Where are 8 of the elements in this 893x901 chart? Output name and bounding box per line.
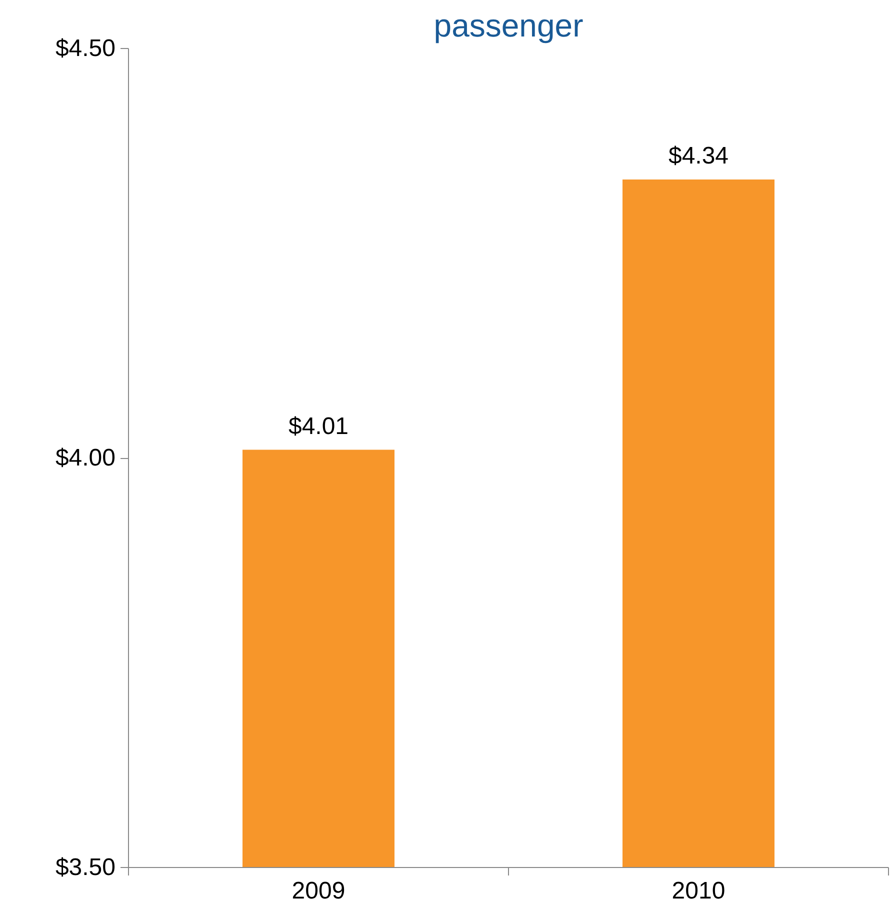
x-tick-label: 2010 [672, 878, 726, 901]
y-tick-label: $4.50 [55, 35, 116, 62]
x-tick-label: 2009 [292, 878, 346, 901]
y-tick-label: $4.00 [55, 444, 116, 472]
data-label: $4.34 [668, 142, 729, 170]
y-tick-label: $3.50 [55, 854, 116, 881]
data-label: $4.01 [288, 412, 349, 440]
chart-title: passenger [434, 8, 584, 44]
